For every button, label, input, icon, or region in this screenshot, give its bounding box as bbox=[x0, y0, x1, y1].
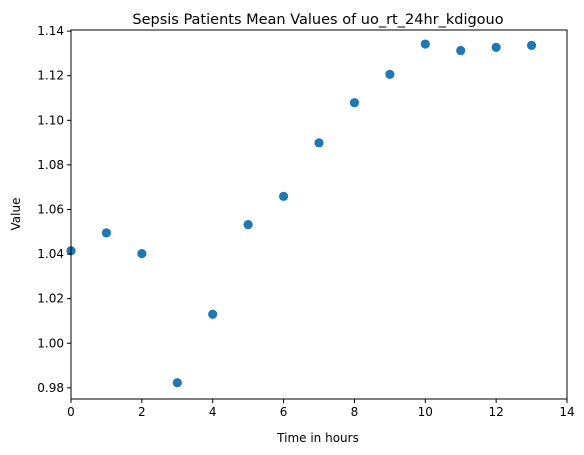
plot-frame bbox=[70, 29, 568, 400]
data-point bbox=[491, 42, 501, 52]
chart-title: Sepsis Patients Mean Values of uo_rt_24h… bbox=[132, 12, 503, 28]
x-tick-label: 10 bbox=[418, 405, 433, 419]
x-tick-label: 12 bbox=[489, 405, 504, 419]
y-tick-label: 0.98 bbox=[37, 381, 64, 395]
data-point bbox=[243, 220, 253, 230]
x-tick-label: 0 bbox=[67, 405, 75, 419]
y-tick-label: 1.06 bbox=[37, 202, 64, 216]
x-tick-label: 14 bbox=[559, 405, 574, 419]
data-point bbox=[456, 45, 466, 56]
x-tick-label: 6 bbox=[280, 405, 288, 419]
x-tick-label: 4 bbox=[209, 405, 217, 419]
data-point bbox=[208, 309, 218, 319]
y-tick-label: 1.00 bbox=[37, 336, 64, 350]
y-tick-label: 1.14 bbox=[37, 24, 64, 38]
data-point bbox=[314, 138, 324, 148]
y-tick-label: 1.08 bbox=[37, 158, 64, 172]
y-axis-label: Value bbox=[9, 198, 23, 231]
data-point bbox=[137, 249, 147, 259]
data-point bbox=[278, 191, 289, 201]
x-axis-label: Time in hours bbox=[276, 431, 359, 445]
x-tick-label: 2 bbox=[138, 405, 146, 419]
plot-area bbox=[66, 39, 537, 388]
x-tick-label: 8 bbox=[351, 405, 359, 419]
data-point bbox=[526, 40, 537, 50]
data-point bbox=[101, 228, 112, 238]
y-tick-label: 1.04 bbox=[37, 247, 64, 261]
data-point bbox=[349, 98, 360, 108]
data-point bbox=[172, 378, 182, 388]
y-tick-label: 1.02 bbox=[37, 292, 64, 306]
data-point bbox=[420, 39, 430, 49]
data-point bbox=[385, 69, 395, 79]
y-tick-label: 1.10 bbox=[37, 113, 64, 127]
y-tick-label: 1.12 bbox=[37, 69, 64, 83]
